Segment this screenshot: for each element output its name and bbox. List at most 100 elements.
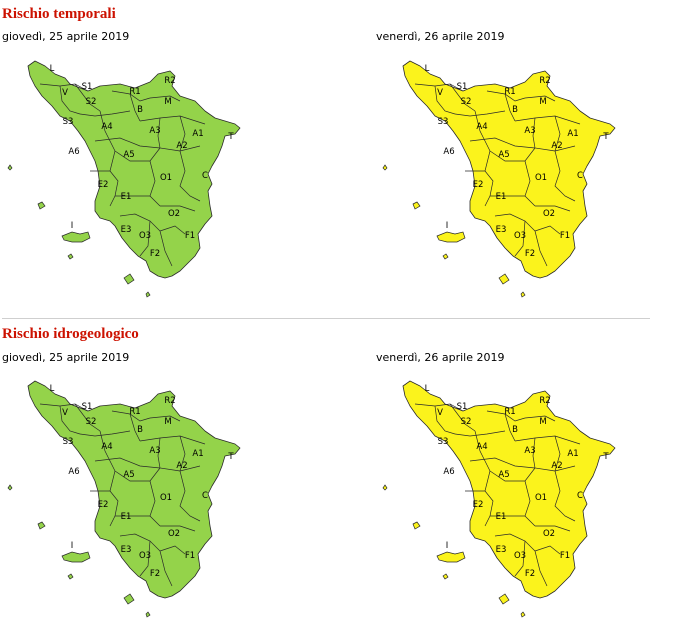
tuscany-alert-map-svg: L V S1 S2 S3 R1 R2 B M A4 A3 A1 A2 T A6 A5 O1 C E2 E1 O2 I E3 O…	[7, 60, 241, 298]
island	[498, 273, 510, 285]
zone-label: F2	[150, 569, 160, 579]
island	[37, 521, 46, 530]
zone-label: A4	[101, 122, 112, 132]
island	[7, 164, 13, 171]
zone-label: A3	[524, 446, 535, 456]
section-title-idrogeologico: Rischio idrogeologico	[2, 326, 139, 342]
zone-label: O3	[139, 231, 151, 241]
zone-border	[99, 430, 116, 472]
zone-border	[449, 403, 476, 432]
zone-label: E3	[121, 545, 132, 555]
zone-border	[534, 550, 548, 587]
zone-border	[454, 430, 506, 437]
zone-border	[474, 430, 491, 472]
zone-label: A2	[176, 461, 187, 471]
zone-label: E3	[496, 225, 507, 235]
zone-border	[454, 110, 506, 117]
zone-label: R1	[504, 87, 515, 97]
zone-label: A4	[476, 442, 487, 452]
zone-border	[111, 410, 151, 422]
zone-label: I	[71, 221, 74, 231]
zone-border	[489, 147, 536, 162]
zone-label: R1	[504, 407, 515, 417]
zone-border	[179, 435, 186, 472]
zone-label: A2	[551, 141, 562, 151]
zone-border	[74, 83, 101, 112]
map-date-idrogeologico-2: venerdì, 26 aprile 2019	[376, 351, 505, 364]
zone-label: O1	[535, 173, 547, 183]
zone-label: E1	[496, 192, 507, 202]
zone-border	[149, 160, 161, 207]
map-idrogeologico-1: L V S1 S2 S3 R1 R2 B M A4 A3 A1 A2 T A6 A5 O1 C E2 E1 O2 I E3 O…	[0, 376, 260, 618]
zone-border	[79, 430, 131, 437]
zone-label: A5	[123, 470, 134, 480]
zone-border	[159, 225, 186, 235]
zone-border	[79, 110, 131, 117]
zone-border	[139, 540, 151, 577]
tuscany-alert-map-svg: L V S1 S2 S3 R1 R2 B M A4 A3 A1 A2 T A6 A5 O1 C E2 E1 O2 I E3 O…	[7, 380, 241, 618]
zone-label: S1	[457, 402, 468, 412]
zone-label: L	[50, 64, 55, 74]
zone-label: A4	[101, 442, 112, 452]
zone-label: E1	[121, 192, 132, 202]
island	[7, 484, 13, 491]
zone-border	[159, 230, 173, 267]
zone-border	[109, 490, 119, 527]
zone-label: R2	[164, 76, 175, 86]
zone-label: O2	[168, 529, 180, 539]
zone-label: A5	[123, 150, 134, 160]
zone-label: T	[227, 452, 234, 462]
island	[412, 201, 421, 210]
zone-border	[534, 225, 561, 235]
zone-label: V	[62, 88, 68, 98]
zone-label: A6	[443, 147, 454, 157]
zone-border	[489, 467, 536, 482]
zone-label: A5	[498, 150, 509, 160]
zone-border	[524, 95, 556, 102]
island	[37, 201, 46, 210]
zone-border	[39, 403, 89, 412]
zone-label: A1	[192, 129, 203, 139]
zone-border	[129, 413, 141, 442]
zone-label: O3	[514, 551, 526, 561]
zone-label: B	[137, 105, 143, 115]
zone-border	[139, 220, 151, 257]
zone-border	[524, 480, 536, 527]
zone-label: R1	[129, 87, 140, 97]
zone-label: A3	[524, 126, 535, 136]
zone-label: O2	[168, 209, 180, 219]
zone-label: S1	[82, 402, 93, 412]
zone-label: B	[512, 105, 518, 115]
zone-label: F1	[185, 551, 195, 561]
zone-label: L	[50, 384, 55, 394]
zone-label: S1	[457, 82, 468, 92]
zone-label: E2	[473, 180, 484, 190]
zone-border	[414, 403, 464, 412]
zone-border	[486, 90, 526, 102]
zone-label: E3	[496, 545, 507, 555]
zone-label: M	[164, 417, 171, 427]
zone-border	[486, 410, 526, 422]
zone-border	[149, 480, 161, 527]
zone-border	[129, 93, 141, 122]
zone-label: A2	[176, 141, 187, 151]
zone-border	[535, 525, 571, 532]
zone-border	[114, 467, 161, 482]
zone-label: V	[437, 88, 443, 98]
island	[123, 593, 135, 605]
zone-label: S1	[82, 82, 93, 92]
zone-label: A1	[567, 129, 578, 139]
zone-label: S3	[438, 437, 449, 447]
zone-border	[524, 160, 536, 207]
zone-label: O1	[535, 493, 547, 503]
zone-label: S3	[63, 117, 74, 127]
region-outline	[402, 60, 616, 279]
zone-border	[535, 205, 571, 212]
zone-label: F2	[525, 249, 535, 259]
zone-border	[494, 213, 536, 232]
zone-border	[434, 405, 456, 435]
zone-label: R1	[129, 407, 140, 417]
zone-border	[149, 95, 181, 102]
zone-border	[504, 413, 516, 442]
map-date-temporali-2: venerdì, 26 aprile 2019	[376, 30, 505, 43]
